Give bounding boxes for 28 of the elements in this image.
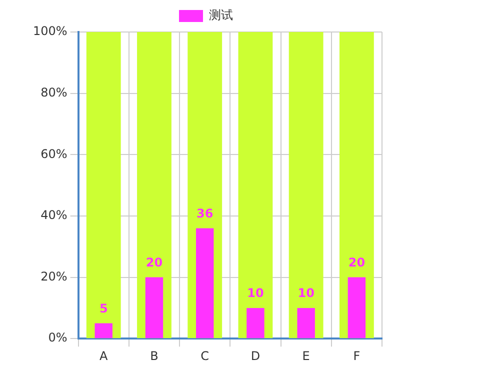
data-label: 10 <box>247 286 264 300</box>
y-tick-label: 60% <box>40 146 68 161</box>
bar <box>86 32 121 338</box>
data-label: 20 <box>146 255 163 270</box>
y-tick-label: 100% <box>32 24 68 38</box>
bar <box>246 308 264 338</box>
y-tick-label: 0% <box>48 330 68 345</box>
x-tick-label: F <box>353 348 360 363</box>
bar <box>297 308 315 338</box>
bar <box>196 228 214 338</box>
x-tick-label: D <box>250 348 260 363</box>
data-label: 36 <box>196 206 214 220</box>
bar <box>238 32 273 338</box>
y-tick-label: 20% <box>40 269 68 284</box>
bar <box>348 277 366 338</box>
bar <box>145 277 164 338</box>
x-tick-label: E <box>302 348 310 363</box>
x-tick-label: A <box>100 348 109 363</box>
y-tick-label: 80% <box>40 85 68 100</box>
x-tick-label: C <box>200 348 210 363</box>
y-tick-label: 40% <box>40 208 68 222</box>
data-label: 5 <box>99 301 108 316</box>
x-tick-label: B <box>150 348 158 363</box>
legend-label: 测试 <box>209 8 233 22</box>
bar <box>94 323 112 338</box>
data-label: 10 <box>298 286 314 300</box>
bar <box>288 32 324 338</box>
data-label: 20 <box>348 255 366 270</box>
